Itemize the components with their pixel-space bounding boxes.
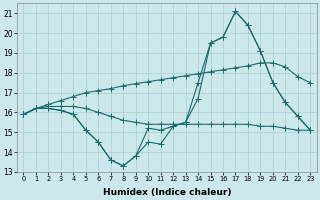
X-axis label: Humidex (Indice chaleur): Humidex (Indice chaleur) (103, 188, 231, 197)
